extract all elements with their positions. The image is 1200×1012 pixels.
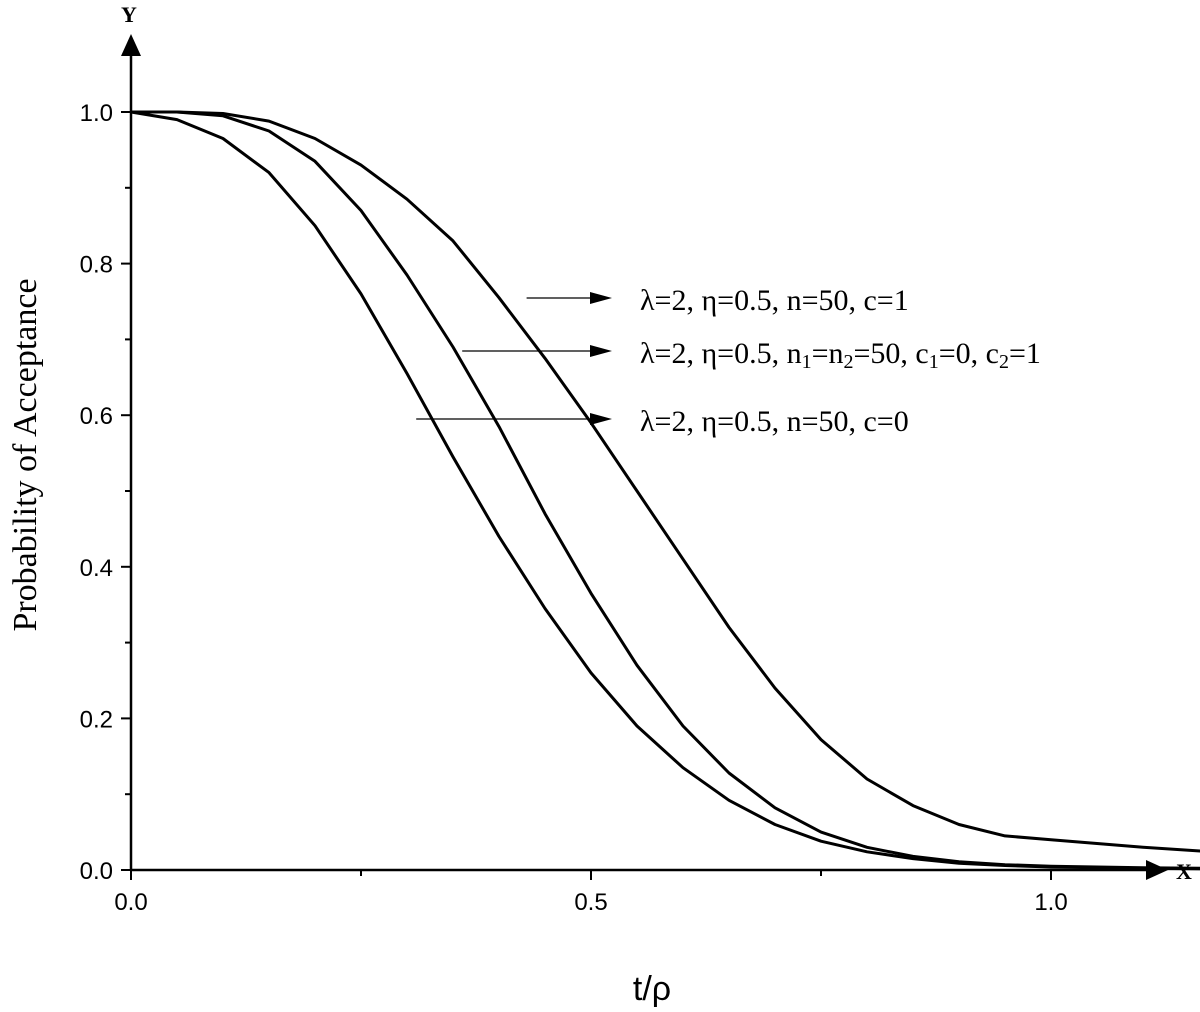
x-tick-label: 1.0 bbox=[1034, 889, 1067, 916]
series-line-1 bbox=[131, 110, 1200, 853]
y-tick-label: 0.6 bbox=[80, 403, 113, 430]
series-line-3 bbox=[130, 110, 1200, 871]
x-tick-label: 0.5 bbox=[574, 889, 607, 916]
x-axis-letter: X bbox=[1176, 859, 1192, 884]
y-tick-label: 0.0 bbox=[80, 858, 113, 885]
y-tick-label: 0.2 bbox=[80, 706, 113, 733]
x-axis-title: t/ρ bbox=[633, 970, 671, 1008]
y-tick-label: 1.0 bbox=[80, 100, 113, 127]
y-axis-title: Probability of Acceptance bbox=[7, 278, 44, 631]
y-axis-letter: Y bbox=[121, 2, 137, 27]
y-tick-label: 0.8 bbox=[80, 252, 113, 279]
annotation-arrowhead bbox=[590, 345, 612, 357]
x-tick-label: 0.0 bbox=[114, 889, 147, 916]
series-annotations: λ=2, η=0.5, n=50, c=1 λ=2, η=0.5, n1=n2=5… bbox=[416, 284, 1041, 438]
series-label-3: λ=2, η=0.5, n=50, c=0 bbox=[640, 405, 909, 438]
axis-ticks bbox=[121, 111, 1052, 880]
annotation-arrowhead bbox=[590, 413, 612, 425]
series-label-1: λ=2, η=0.5, n=50, c=1 bbox=[640, 284, 909, 317]
y-axis-arrowhead bbox=[121, 34, 141, 56]
y-tick-label: 0.4 bbox=[80, 555, 113, 582]
series-curves bbox=[130, 110, 1200, 871]
axis-tick-labels: 0.00.51.01.52.00.00.20.40.60.81.0 bbox=[80, 100, 1068, 916]
annotation-arrowhead bbox=[590, 292, 612, 304]
series-label-2: λ=2, η=0.5, n1=n2=50, c1=0, c2=1 bbox=[640, 337, 1041, 373]
series-line-2 bbox=[131, 110, 1200, 870]
